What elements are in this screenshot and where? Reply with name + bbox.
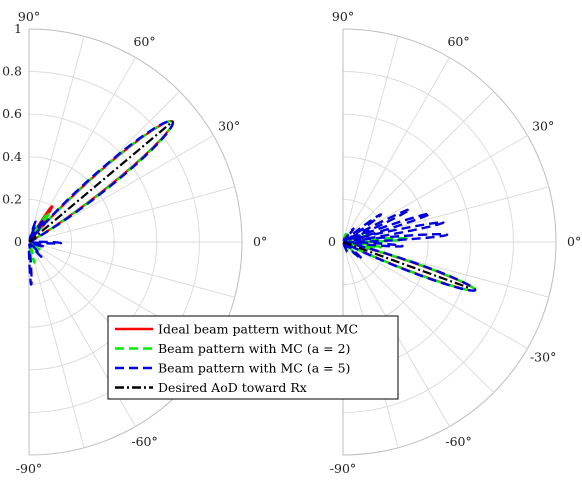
radial-tick-label: 1 xyxy=(14,21,22,36)
angle-tick-label: -30° xyxy=(530,350,556,365)
angle-tick-label: 90° xyxy=(332,9,354,24)
angular-grid-spoke xyxy=(342,241,528,349)
series-line-beam-pattern-with-mc-a-2- xyxy=(27,119,175,264)
angle-tick-label: 30° xyxy=(532,118,554,133)
legend-entry-label: Desired AoD toward Rx xyxy=(158,380,307,395)
series-line-beam-pattern-with-mc-a-5- xyxy=(27,119,175,286)
angle-tick-label: 0° xyxy=(253,234,267,249)
radial-tick-label: 0 xyxy=(328,234,336,249)
angular-grid-spoke xyxy=(342,91,494,243)
angular-grid-spoke xyxy=(28,241,235,298)
legend-entry-label: Ideal beam pattern without MC xyxy=(158,322,358,337)
angle-tick-label: -60° xyxy=(445,434,471,449)
angle-tick-label: -90° xyxy=(330,461,356,476)
radial-tick-label: 0.6 xyxy=(2,106,22,121)
angular-grid-spoke xyxy=(342,57,450,243)
angle-tick-label: 0° xyxy=(567,234,581,249)
series-line-beam-pattern-with-mc-a-5- xyxy=(341,208,477,292)
legend-entry-label: Beam pattern with MC (a = 2) xyxy=(158,341,350,356)
angle-tick-label: 60° xyxy=(447,34,469,49)
desired-aod-line xyxy=(342,240,470,289)
radial-tick-label: 0.4 xyxy=(2,149,22,164)
desired-aod-line xyxy=(28,120,174,243)
angular-grid-spoke xyxy=(342,36,399,243)
radial-tick-label: 0.8 xyxy=(2,64,22,79)
angle-tick-label: -90° xyxy=(16,461,42,476)
angular-grid-spoke xyxy=(28,241,85,448)
polar-panel-left: 90°60°30°0°-30°-60°-90°10.80.60.40.20 xyxy=(2,9,267,476)
radial-tick-label: 0 xyxy=(14,234,22,249)
angular-grid-spoke xyxy=(28,186,235,243)
angle-tick-label: 30° xyxy=(218,118,240,133)
radial-tick-label: 0.2 xyxy=(2,191,22,206)
legend: Ideal beam pattern without MC Beam patter… xyxy=(107,315,399,400)
angular-grid-spoke xyxy=(342,241,494,393)
angle-tick-label: -60° xyxy=(131,434,157,449)
angular-grid-spoke xyxy=(28,36,85,243)
polar-panel-right: 90° 60° 30° 0° -30° -60° -90° 0 xyxy=(328,9,581,476)
angle-tick-label: 90° xyxy=(18,9,40,24)
angle-tick-label: 60° xyxy=(133,34,155,49)
legend-box xyxy=(107,315,399,400)
legend-entry-label: Beam pattern with MC (a = 5) xyxy=(158,361,350,376)
angular-grid-spoke xyxy=(342,135,528,243)
